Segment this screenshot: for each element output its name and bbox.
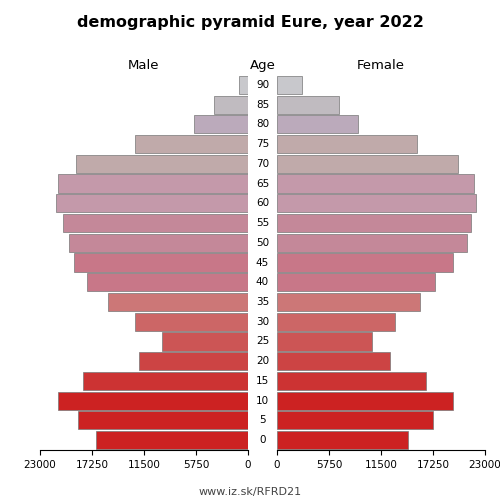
Bar — [87, 273, 248, 291]
Bar — [239, 76, 248, 94]
Text: 10: 10 — [256, 396, 269, 406]
Bar — [277, 273, 436, 291]
Bar — [277, 154, 458, 173]
Bar — [194, 116, 248, 134]
Bar — [277, 293, 420, 311]
Text: 40: 40 — [256, 277, 269, 287]
Bar — [277, 372, 426, 390]
Bar — [78, 412, 248, 430]
Text: 65: 65 — [256, 178, 269, 188]
Bar — [277, 392, 454, 409]
Bar — [277, 135, 417, 153]
Bar — [62, 214, 248, 232]
Bar — [108, 293, 248, 311]
Text: 20: 20 — [256, 356, 269, 366]
Bar — [74, 254, 248, 272]
Bar — [277, 234, 467, 252]
Bar — [277, 174, 474, 192]
Bar — [214, 96, 248, 114]
Bar — [162, 332, 248, 350]
Bar — [96, 431, 248, 449]
Bar — [277, 431, 408, 449]
Bar — [58, 174, 248, 192]
Text: 60: 60 — [256, 198, 269, 208]
Text: 45: 45 — [256, 258, 269, 268]
Bar — [56, 194, 248, 212]
Text: 35: 35 — [256, 297, 269, 307]
Text: 15: 15 — [256, 376, 269, 386]
Bar — [135, 135, 248, 153]
Bar — [58, 392, 248, 409]
Bar — [277, 76, 302, 94]
Text: 90: 90 — [256, 80, 269, 90]
Text: 30: 30 — [256, 316, 269, 326]
Bar — [84, 372, 248, 390]
Bar — [277, 96, 338, 114]
Bar — [277, 412, 432, 430]
Text: 5: 5 — [259, 416, 266, 426]
Text: 80: 80 — [256, 120, 269, 130]
Title: Male: Male — [128, 60, 160, 72]
Text: 70: 70 — [256, 159, 269, 169]
Bar — [277, 116, 358, 134]
Bar — [76, 154, 248, 173]
Bar — [140, 352, 248, 370]
Bar — [277, 254, 454, 272]
Text: demographic pyramid Eure, year 2022: demographic pyramid Eure, year 2022 — [76, 15, 424, 30]
Text: 50: 50 — [256, 238, 269, 248]
Bar — [135, 312, 248, 331]
Text: 75: 75 — [256, 139, 269, 149]
Text: 55: 55 — [256, 218, 269, 228]
Title: Age: Age — [250, 60, 276, 72]
Text: 0: 0 — [259, 435, 266, 445]
Bar — [277, 194, 476, 212]
Text: 25: 25 — [256, 336, 269, 346]
Bar — [277, 214, 471, 232]
Text: 85: 85 — [256, 100, 269, 110]
Bar — [277, 352, 390, 370]
Title: Female: Female — [357, 60, 405, 72]
Bar — [69, 234, 248, 252]
Bar — [277, 312, 394, 331]
Text: www.iz.sk/RFRD21: www.iz.sk/RFRD21 — [198, 488, 302, 498]
Bar — [277, 332, 372, 350]
